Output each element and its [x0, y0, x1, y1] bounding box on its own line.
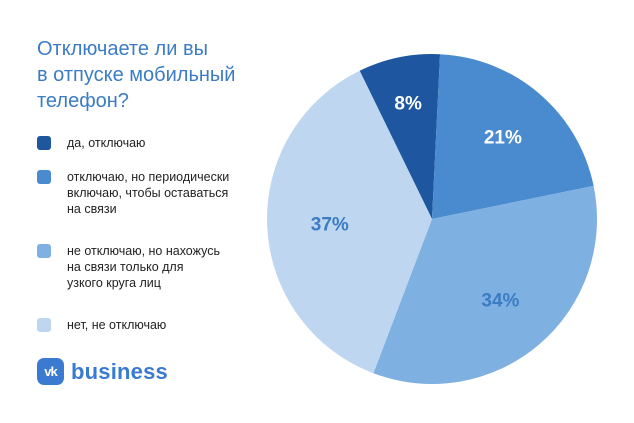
- chart-title: Отключаете ли вы в отпуске мобильный тел…: [37, 36, 267, 114]
- legend-label-line: да, отключаю: [67, 136, 146, 150]
- legend-label-line: не отключаю, но нахожусь: [67, 244, 220, 258]
- pie-slice: [359, 53, 441, 219]
- legend-swatch: [37, 170, 51, 184]
- slice-value-label: 21%: [484, 127, 522, 148]
- legend-label: да, отключаю: [67, 135, 267, 151]
- legend-item: не отключаю, но нахожусь на связи только…: [37, 243, 277, 291]
- vk-logo-icon: vk: [37, 358, 64, 385]
- legend-label-line: на связи: [67, 202, 117, 216]
- chart-title-line: телефон?: [37, 90, 129, 112]
- legend-swatch: [37, 136, 51, 150]
- legend-label-line: узкого круга лиц: [67, 276, 161, 290]
- legend-label-line: на связи только для: [67, 260, 184, 274]
- pie-slice: [267, 70, 432, 374]
- legend-label-line: включаю, чтобы оставаться: [67, 186, 229, 200]
- pie-slice: [373, 185, 598, 384]
- legend-label: не отключаю, но нахожусь на связи только…: [67, 243, 267, 291]
- slice-value-label: 37%: [311, 215, 349, 236]
- legend-item: нет, не отключаю: [37, 317, 277, 333]
- chart-title-line: в отпуске мобильный: [37, 64, 236, 86]
- legend-swatch: [37, 318, 51, 332]
- legend-item: да, отключаю: [37, 135, 277, 151]
- slice-value-label: 8%: [394, 94, 422, 115]
- legend-label-line: нет, не отключаю: [67, 318, 167, 332]
- legend-item: отключаю, но периодически включаю, чтобы…: [37, 169, 277, 217]
- vk-business-logo: vk business: [37, 358, 168, 385]
- legend-swatch: [37, 244, 51, 258]
- pie-slice: [432, 54, 594, 219]
- legend-label: нет, не отключаю: [67, 317, 267, 333]
- chart-title-line: Отключаете ли вы: [37, 38, 208, 60]
- brand-name: business: [71, 358, 168, 384]
- slice-value-label: 34%: [481, 290, 519, 311]
- legend-label: отключаю, но периодически включаю, чтобы…: [67, 169, 267, 217]
- legend-label-line: отключаю, но периодически: [67, 170, 230, 184]
